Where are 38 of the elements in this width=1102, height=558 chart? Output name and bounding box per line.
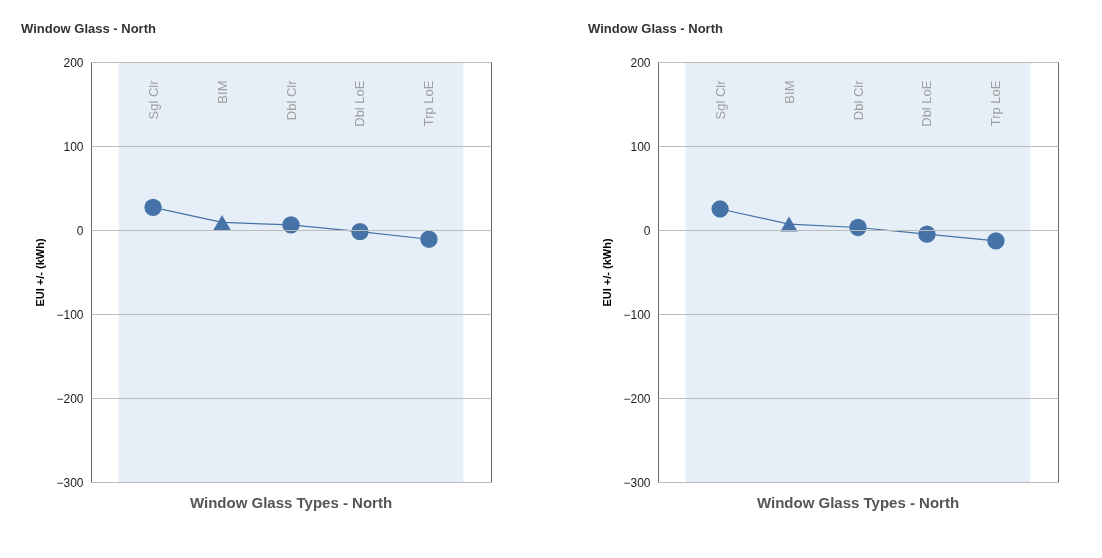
x-tick-label: Trp LoE	[988, 80, 1004, 127]
y-tick-label: 0	[643, 223, 651, 238]
y-tick-label: −300	[623, 475, 651, 490]
chart-title: Window Glass - North	[21, 21, 156, 36]
x-tick-label: Dbl Clr	[283, 79, 299, 121]
point	[780, 216, 798, 232]
y-tick-label: −300	[56, 475, 84, 490]
x-tick-label: Trp LoE	[421, 80, 437, 127]
point	[144, 198, 162, 216]
x-tick-label: Dbl LoE	[919, 80, 935, 127]
x-tick-label: Dbl LoE	[352, 80, 368, 127]
y-tick-label: −200	[623, 391, 651, 406]
y-axis-title: EUI +/- (kWh)	[34, 238, 47, 307]
y-axis-title: EUI +/- (kWh)	[601, 238, 614, 307]
x-tick-label: Sgl Clr	[712, 79, 728, 120]
point	[420, 230, 438, 248]
y-tick-label: 0	[76, 223, 84, 238]
x-tick-label: BIM	[781, 80, 797, 104]
y-tick-label: 100	[630, 139, 651, 154]
point	[282, 216, 300, 234]
point	[213, 214, 231, 230]
y-tick-label: 100	[63, 139, 84, 154]
point	[711, 200, 729, 218]
x-tick-label: Dbl Clr	[850, 79, 866, 121]
y-tick-label: 200	[630, 55, 651, 70]
x-tick-label: Sgl Clr	[145, 79, 161, 120]
y-tick-label: 200	[63, 55, 84, 70]
point	[351, 223, 369, 241]
y-tick-label: −100	[623, 307, 651, 322]
x-axis-title: Window Glass Types - North	[756, 494, 960, 511]
chart-title: Window Glass - North	[588, 21, 723, 36]
x-axis-title: Window Glass Types - North	[189, 494, 393, 511]
point	[849, 218, 867, 237]
point	[987, 232, 1005, 250]
y-tick-label: −200	[56, 391, 84, 406]
y-tick-label: −100	[56, 307, 84, 322]
x-tick-label: BIM	[214, 80, 230, 104]
point	[918, 225, 936, 243]
